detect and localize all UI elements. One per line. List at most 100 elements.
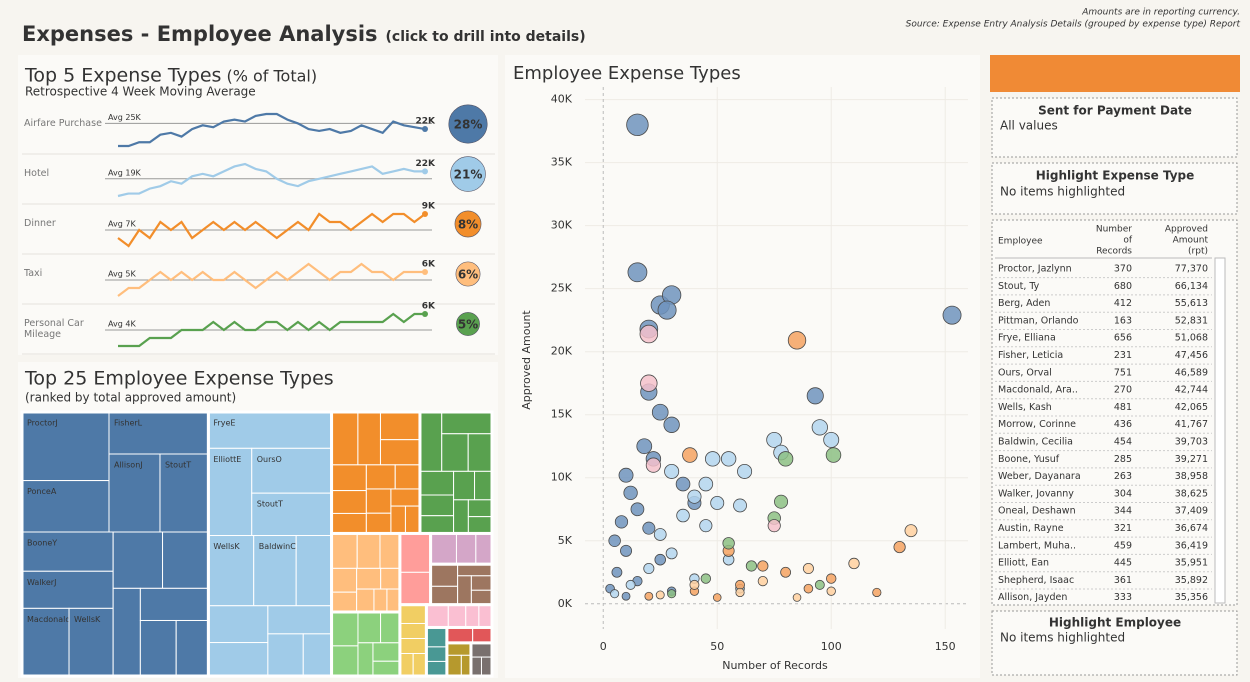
treemap-cell[interactable] (412, 652, 427, 677)
scatter-point[interactable] (675, 476, 691, 492)
treemap-cell[interactable] (457, 563, 493, 577)
scatter-point[interactable] (757, 576, 768, 587)
scatter-point[interactable] (625, 579, 636, 590)
treemap-cell[interactable] (446, 642, 472, 656)
scatter-point[interactable] (639, 324, 659, 344)
table-cell[interactable]: Shepherd, Isaac (998, 575, 1074, 586)
treemap-cell[interactable] (357, 611, 382, 644)
table-cell[interactable]: Baldwin, Cecilia (998, 437, 1073, 448)
treemap-cell[interactable] (425, 604, 449, 628)
scatter-point[interactable] (893, 540, 906, 554)
treemap-cell[interactable] (302, 633, 333, 677)
table-cell[interactable]: 436 (1114, 419, 1132, 430)
treemap-cell[interactable] (399, 604, 427, 624)
treemap-cell[interactable] (419, 470, 455, 496)
treemap-cell[interactable] (357, 411, 381, 466)
table-cell[interactable]: Stout, Ty (998, 281, 1040, 292)
treemap-cell[interactable] (365, 512, 392, 534)
scatter-point[interactable] (826, 586, 836, 596)
table-cell[interactable]: 36,419 (1175, 540, 1208, 551)
table-cell[interactable]: 77,370 (1175, 264, 1208, 275)
treemap-cell[interactable] (331, 567, 358, 593)
table-cell[interactable]: 751 (1114, 367, 1132, 378)
treemap-cell[interactable] (331, 611, 359, 647)
table-cell[interactable]: 38,958 (1175, 471, 1208, 482)
table-cell[interactable]: Austin, Rayne (998, 523, 1064, 534)
table-cell[interactable]: 37,409 (1175, 506, 1208, 517)
treemap-cell[interactable] (472, 626, 493, 644)
scatter-point[interactable] (710, 495, 725, 510)
table-cell[interactable]: 680 (1114, 281, 1132, 292)
scatter-point[interactable] (904, 524, 918, 538)
scatter-point[interactable] (872, 587, 882, 598)
scatter-point[interactable] (712, 593, 722, 602)
treemap-cell[interactable] (467, 516, 493, 534)
treemap-cell[interactable] (430, 563, 459, 587)
scatter-point[interactable] (767, 519, 781, 533)
filter-box[interactable] (991, 97, 1238, 158)
treemap-cell[interactable] (365, 464, 396, 490)
table-cell[interactable]: Oneal, Deshawn (998, 506, 1076, 517)
table-cell[interactable]: 445 (1114, 558, 1132, 569)
treemap-cell[interactable] (207, 642, 269, 677)
scatter-point[interactable] (766, 431, 783, 448)
treemap-cell[interactable] (467, 433, 493, 472)
table-cell[interactable]: 333 (1114, 592, 1132, 603)
treemap-cell[interactable] (380, 611, 401, 644)
scatter-point[interactable] (676, 508, 690, 523)
treemap-cell[interactable] (356, 567, 382, 590)
treemap-cell[interactable] (419, 494, 455, 517)
treemap-cell[interactable] (21, 607, 70, 677)
table-cell[interactable]: 304 (1114, 488, 1132, 499)
table-cell[interactable]: Walker, Jovanny (998, 488, 1074, 499)
table-cell[interactable]: 51,068 (1175, 333, 1208, 344)
treemap-cell[interactable] (470, 642, 493, 658)
treemap-cell[interactable] (446, 626, 474, 644)
treemap-cell[interactable] (425, 626, 448, 648)
scatter-point[interactable] (722, 537, 735, 550)
treemap-cell[interactable] (430, 532, 457, 565)
scatter-point[interactable] (699, 519, 713, 533)
treemap-cell[interactable] (331, 490, 367, 514)
treemap-cell[interactable] (470, 575, 493, 591)
table-cell[interactable]: Macdonald, Ara.. (998, 385, 1078, 396)
treemap-cell[interactable] (357, 642, 374, 677)
table-cell[interactable]: 42,065 (1175, 402, 1208, 413)
table-cell[interactable]: 42,744 (1175, 385, 1208, 396)
scatter-point[interactable] (802, 562, 814, 575)
scatter-point[interactable] (803, 583, 814, 594)
table-cell[interactable]: 41,767 (1175, 419, 1208, 430)
scatter-point[interactable] (636, 438, 653, 455)
scatter-point[interactable] (654, 553, 666, 566)
table-cell[interactable]: Weber, Dayanara (998, 471, 1081, 482)
table-cell[interactable]: 35,951 (1175, 558, 1208, 569)
treemap-cell[interactable] (207, 605, 269, 644)
table-cell[interactable]: Ours, Orval (998, 367, 1052, 378)
table-cell[interactable]: 459 (1114, 540, 1132, 551)
scatter-point[interactable] (642, 521, 656, 535)
treemap-cell[interactable] (373, 588, 388, 613)
table-cell[interactable]: Lambert, Muha.. (998, 540, 1076, 551)
table-cell[interactable]: 321 (1114, 523, 1132, 534)
treemap-cell[interactable] (331, 512, 367, 534)
scatter-point[interactable] (700, 573, 712, 584)
scatter-point[interactable] (644, 591, 654, 601)
table-cell[interactable]: 39,271 (1175, 454, 1208, 465)
scatter-point[interactable] (720, 451, 737, 467)
treemap-cell[interactable] (253, 535, 297, 607)
scatter-point[interactable] (792, 593, 802, 602)
treemap-cell[interactable] (425, 660, 448, 677)
treemap-cell[interactable] (159, 453, 209, 533)
treemap-cell[interactable] (455, 532, 477, 565)
table-cell[interactable]: 361 (1114, 575, 1132, 586)
treemap-cell[interactable] (356, 588, 375, 613)
scatter-point[interactable] (621, 591, 631, 601)
scatter-point[interactable] (733, 498, 747, 513)
treemap-cell[interactable] (331, 645, 359, 677)
table-cell[interactable]: Frye, Elliana (998, 333, 1056, 344)
scatter-point[interactable] (611, 566, 623, 578)
scatter-point[interactable] (657, 300, 677, 320)
scatter-point[interactable] (626, 113, 649, 137)
treemap-cell[interactable] (399, 652, 414, 677)
treemap-cell[interactable] (441, 433, 469, 472)
